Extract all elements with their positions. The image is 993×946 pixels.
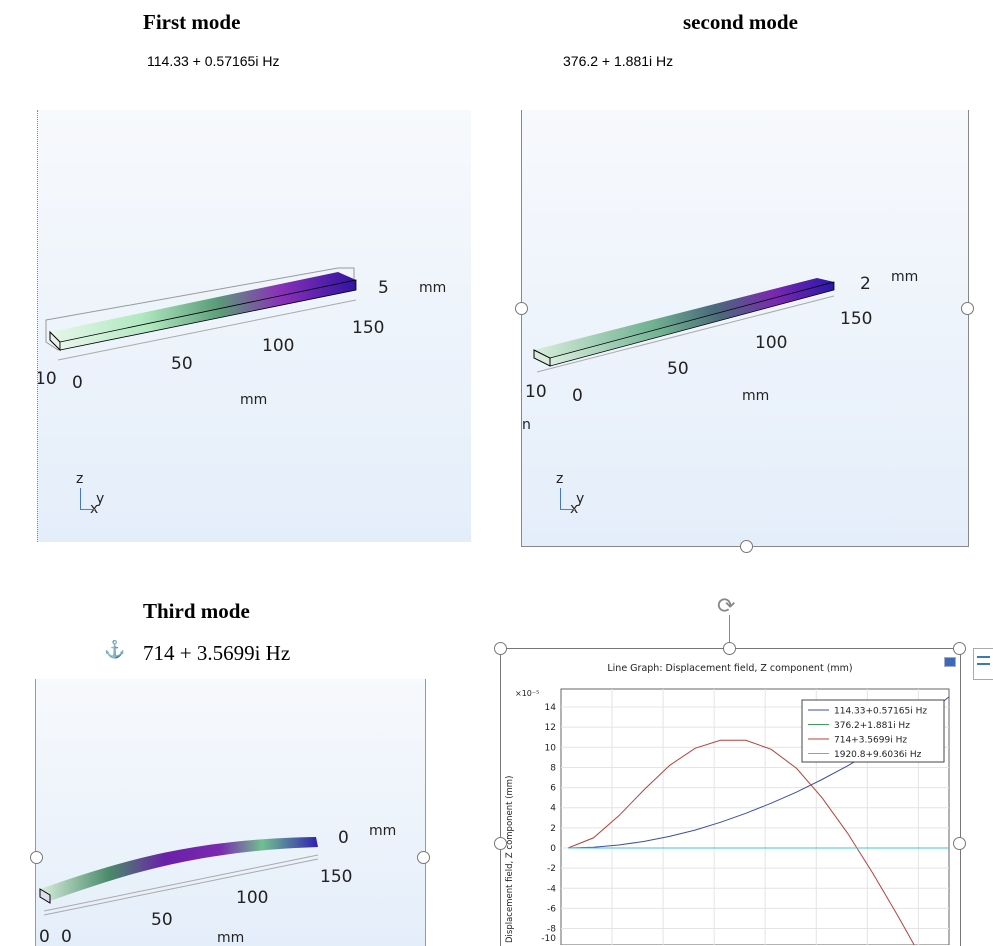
tick: 10	[37, 369, 57, 389]
resize-handle[interactable]	[723, 642, 736, 655]
z-tick: 5	[378, 278, 389, 298]
tick: 0	[72, 373, 83, 393]
y-tick-label: 4	[550, 804, 556, 814]
y-tick-label: 14	[545, 703, 557, 713]
resize-handle[interactable]	[740, 540, 753, 553]
third-mode-title: Third mode	[143, 599, 250, 623]
third-mode-image[interactable]: 0 mm 0 0 50 100 150 mm	[35, 679, 426, 946]
y-tick-label: -2	[547, 864, 556, 874]
beam-render	[533, 278, 835, 373]
tick: 100	[236, 888, 269, 908]
y-tick-label: 2	[550, 824, 556, 834]
tick: 50	[667, 359, 689, 379]
first-mode-title: First mode	[143, 10, 241, 34]
chart-title: Line Graph: Displacement field, Z compon…	[607, 663, 852, 674]
second-mode-title: second mode	[683, 10, 798, 34]
tick: 150	[320, 867, 353, 887]
resize-handle[interactable]	[494, 837, 507, 850]
y-tick-label: -10	[541, 934, 556, 944]
beam-render	[45, 267, 357, 361]
resize-handle[interactable]	[961, 302, 974, 315]
third-mode-frequency: 714 + 3.5699i Hz	[143, 641, 291, 665]
series-line	[567, 739, 915, 945]
y-tick-label: 0	[550, 844, 556, 854]
resize-handle[interactable]	[494, 642, 507, 655]
tick: 100	[262, 336, 295, 356]
z-unit: mm	[419, 280, 447, 296]
resize-handle[interactable]	[515, 302, 528, 315]
x-unit: mm	[217, 930, 245, 946]
y-tick-label: -6	[547, 904, 556, 914]
chart-toolbar-icon[interactable]	[944, 657, 956, 667]
cut-label: n	[522, 417, 531, 433]
line-chart: Line Graph: Displacement field, Z compon…	[505, 663, 950, 945]
tick: 100	[755, 333, 788, 353]
beam-render	[39, 837, 319, 916]
triad-z: z	[76, 471, 84, 487]
x-unit: mm	[742, 388, 770, 404]
triad-y: y	[576, 491, 585, 507]
axis-triad-icon: z y x	[76, 472, 116, 522]
chart-image[interactable]: Line Graph: Displacement field, Z compon…	[500, 648, 961, 946]
triad-y: y	[96, 491, 105, 507]
triad-z: z	[556, 471, 564, 487]
tick: 150	[840, 309, 873, 329]
tick: 50	[171, 354, 193, 374]
second-mode-image[interactable]: 2 mm 10 0 50 100 150 mm n z y x	[521, 110, 969, 547]
tick: 10	[525, 382, 547, 402]
tick: 0	[61, 927, 72, 946]
legend-label: 376.2+1.881i Hz	[834, 721, 910, 731]
resize-handle[interactable]	[30, 851, 43, 864]
rotate-handle-icon[interactable]: ⟳	[717, 593, 736, 618]
y-tick-label: -8	[547, 925, 556, 935]
tick: 0	[572, 386, 583, 406]
legend-label: 1920.8+9.6036i Hz	[834, 750, 922, 760]
z-tick: 0	[338, 828, 349, 848]
second-mode-frequency: 376.2 + 1.881i Hz	[563, 53, 674, 69]
y-axis-label: Displacement field, Z component (mm)	[505, 776, 515, 943]
axis-triad-icon: z y x	[556, 472, 596, 522]
legend-label: 114.33+0.57165i Hz	[834, 707, 927, 717]
z-tick: 2	[860, 274, 871, 294]
tick: 50	[151, 910, 173, 930]
y-tick-label: 6	[550, 784, 556, 794]
y-tick-label: -4	[547, 884, 556, 894]
x-unit: mm	[240, 392, 268, 408]
y-tick-label: 12	[545, 723, 556, 733]
layout-options-button[interactable]	[973, 648, 993, 680]
resize-handle[interactable]	[953, 642, 966, 655]
anchor-icon[interactable]: ⚓	[104, 640, 126, 659]
z-unit: mm	[369, 823, 397, 839]
first-mode-image[interactable]: 5 mm 10 0 50 100 150 mm z y x	[37, 110, 471, 542]
y-tick-label: 8	[550, 763, 556, 773]
tick: 150	[352, 318, 385, 338]
resize-handle[interactable]	[417, 851, 430, 864]
tick: 0	[39, 927, 50, 946]
resize-handle[interactable]	[953, 837, 966, 850]
z-unit: mm	[891, 269, 919, 285]
first-mode-frequency: 114.33 + 0.57165i Hz	[147, 53, 280, 69]
y-multiplier: ×10⁻⁵	[515, 689, 539, 698]
legend-label: 714+3.5699i Hz	[834, 736, 907, 746]
y-tick-label: 10	[545, 743, 557, 753]
